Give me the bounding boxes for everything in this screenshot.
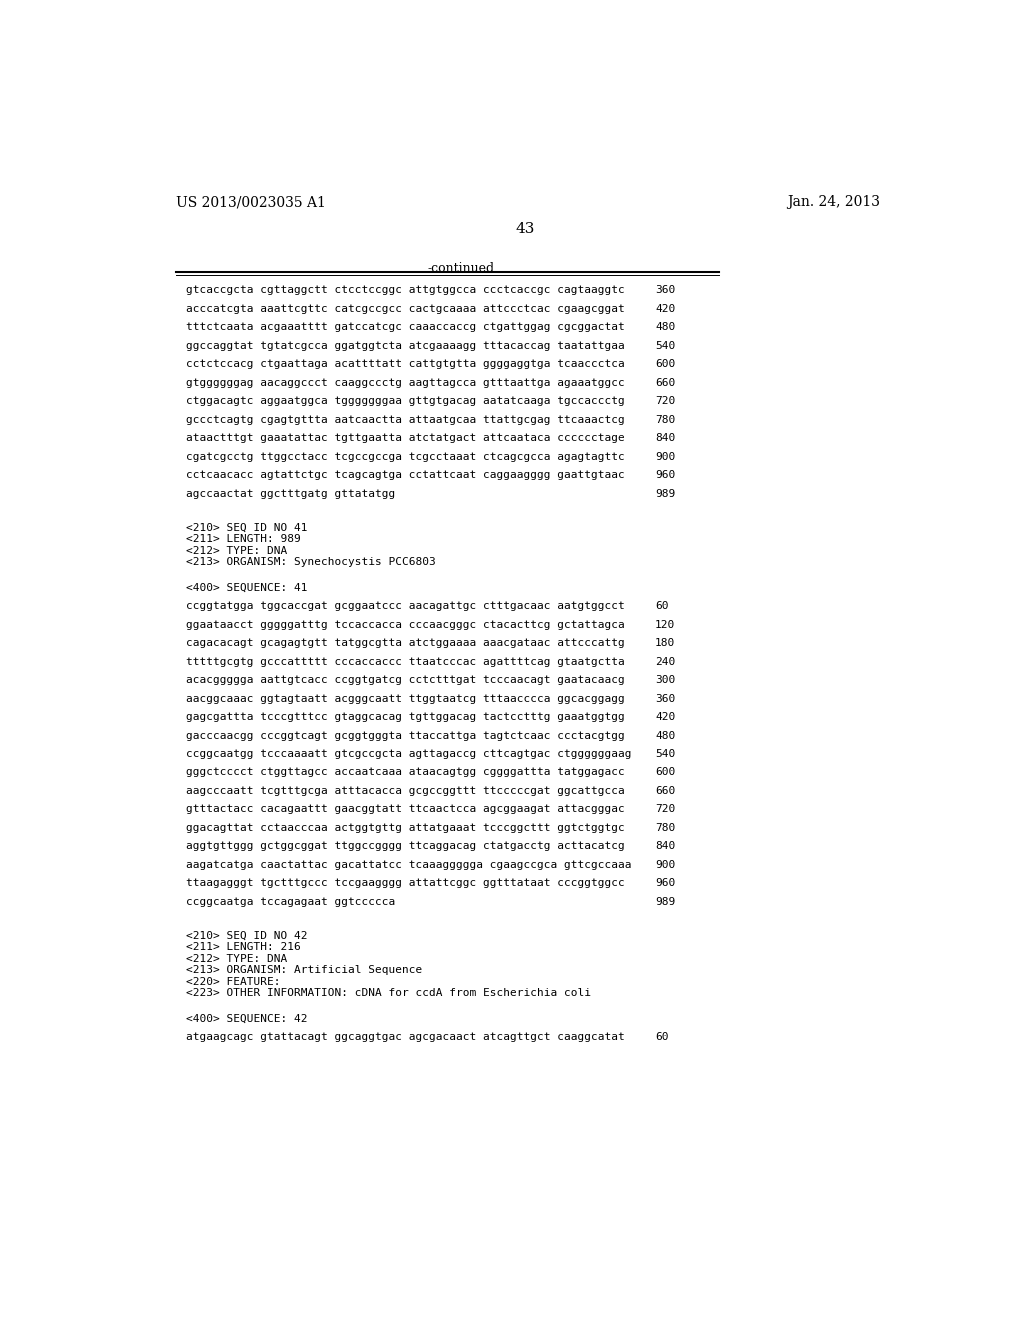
Text: 989: 989 [655, 896, 675, 907]
Text: aggtgttggg gctggcggat ttggccgggg ttcaggacag ctatgacctg acttacatcg: aggtgttggg gctggcggat ttggccgggg ttcagga… [186, 841, 625, 851]
Text: <210> SEQ ID NO 42: <210> SEQ ID NO 42 [186, 931, 307, 941]
Text: 780: 780 [655, 414, 675, 425]
Text: tttctcaata acgaaatttt gatccatcgc caaaccaccg ctgattggag cgcggactat: tttctcaata acgaaatttt gatccatcgc caaacca… [186, 322, 625, 333]
Text: gacccaacgg cccggtcagt gcggtgggta ttaccattga tagtctcaac ccctacgtgg: gacccaacgg cccggtcagt gcggtgggta ttaccat… [186, 730, 625, 741]
Text: 989: 989 [655, 488, 675, 499]
Text: <400> SEQUENCE: 41: <400> SEQUENCE: 41 [186, 582, 307, 593]
Text: cctctccacg ctgaattaga acattttatt cattgtgtta ggggaggtga tcaaccctca: cctctccacg ctgaattaga acattttatt cattgtg… [186, 359, 625, 370]
Text: 900: 900 [655, 451, 675, 462]
Text: ccggtatgga tggcaccgat gcggaatccc aacagattgc ctttgacaac aatgtggcct: ccggtatgga tggcaccgat gcggaatccc aacagat… [186, 601, 625, 611]
Text: 960: 960 [655, 878, 675, 888]
Text: 660: 660 [655, 785, 675, 796]
Text: <212> TYPE: DNA: <212> TYPE: DNA [186, 545, 288, 556]
Text: 840: 840 [655, 433, 675, 444]
Text: ccggcaatga tccagagaat ggtccccca: ccggcaatga tccagagaat ggtccccca [186, 896, 395, 907]
Text: aagatcatga caactattac gacattatcc tcaaaggggga cgaagccgca gttcgccaaa: aagatcatga caactattac gacattatcc tcaaagg… [186, 859, 632, 870]
Text: gccctcagtg cgagtgttta aatcaactta attaatgcaa ttattgcgag ttcaaactcg: gccctcagtg cgagtgttta aatcaactta attaatg… [186, 414, 625, 425]
Text: aagcccaatt tcgtttgcga atttacacca gcgccggttt ttcccccgat ggcattgcca: aagcccaatt tcgtttgcga atttacacca gcgccgg… [186, 785, 625, 796]
Text: <400> SEQUENCE: 42: <400> SEQUENCE: 42 [186, 1014, 307, 1024]
Text: Jan. 24, 2013: Jan. 24, 2013 [786, 195, 880, 210]
Text: ggccaggtat tgtatcgcca ggatggtcta atcgaaaagg tttacaccag taatattgaa: ggccaggtat tgtatcgcca ggatggtcta atcgaaa… [186, 341, 625, 351]
Text: <213> ORGANISM: Artificial Sequence: <213> ORGANISM: Artificial Sequence [186, 965, 422, 975]
Text: 540: 540 [655, 748, 675, 759]
Text: 900: 900 [655, 859, 675, 870]
Text: 60: 60 [655, 601, 669, 611]
Text: 840: 840 [655, 841, 675, 851]
Text: 180: 180 [655, 638, 675, 648]
Text: <220> FEATURE:: <220> FEATURE: [186, 977, 281, 987]
Text: 780: 780 [655, 822, 675, 833]
Text: 960: 960 [655, 470, 675, 480]
Text: ggaataacct gggggatttg tccaccacca cccaacgggc ctacacttcg gctattagca: ggaataacct gggggatttg tccaccacca cccaacg… [186, 619, 625, 630]
Text: 600: 600 [655, 359, 675, 370]
Text: 600: 600 [655, 767, 675, 777]
Text: US 2013/0023035 A1: US 2013/0023035 A1 [176, 195, 326, 210]
Text: agccaactat ggctttgatg gttatatgg: agccaactat ggctttgatg gttatatgg [186, 488, 395, 499]
Text: ttaagagggt tgctttgccc tccgaagggg attattcggc ggtttataat cccggtggcc: ttaagagggt tgctttgccc tccgaagggg attattc… [186, 878, 625, 888]
Text: acccatcgta aaattcgttc catcgccgcc cactgcaaaa attccctcac cgaagcggat: acccatcgta aaattcgttc catcgccgcc cactgca… [186, 304, 625, 314]
Text: 480: 480 [655, 730, 675, 741]
Text: gtcaccgcta cgttaggctt ctcctccggc attgtggcca ccctcaccgc cagtaaggtc: gtcaccgcta cgttaggctt ctcctccggc attgtgg… [186, 285, 625, 296]
Text: gggctcccct ctggttagcc accaatcaaa ataacagtgg cggggattta tatggagacc: gggctcccct ctggttagcc accaatcaaa ataacag… [186, 767, 625, 777]
Text: 60: 60 [655, 1032, 669, 1043]
Text: 120: 120 [655, 619, 675, 630]
Text: 420: 420 [655, 711, 675, 722]
Text: ataactttgt gaaatattac tgttgaatta atctatgact attcaataca cccccctage: ataactttgt gaaatattac tgttgaatta atctatg… [186, 433, 625, 444]
Text: cgatcgcctg ttggcctacc tcgccgccga tcgcctaaat ctcagcgcca agagtagttc: cgatcgcctg ttggcctacc tcgccgccga tcgccta… [186, 451, 625, 462]
Text: gtttactacc cacagaattt gaacggtatt ttcaactcca agcggaagat attacgggac: gtttactacc cacagaattt gaacggtatt ttcaact… [186, 804, 625, 814]
Text: cagacacagt gcagagtgtt tatggcgtta atctggaaaa aaacgataac attcccattg: cagacacagt gcagagtgtt tatggcgtta atctgga… [186, 638, 625, 648]
Text: tttttgcgtg gcccattttt cccaccaccc ttaatcccac agattttcag gtaatgctta: tttttgcgtg gcccattttt cccaccaccc ttaatcc… [186, 656, 625, 667]
Text: <211> LENGTH: 216: <211> LENGTH: 216 [186, 942, 301, 952]
Text: 43: 43 [515, 222, 535, 235]
Text: atgaagcagc gtattacagt ggcaggtgac agcgacaact atcagttgct caaggcatat: atgaagcagc gtattacagt ggcaggtgac agcgaca… [186, 1032, 625, 1043]
Text: <223> OTHER INFORMATION: cDNA for ccdA from Escherichia coli: <223> OTHER INFORMATION: cDNA for ccdA f… [186, 989, 591, 998]
Text: acacggggga aattgtcacc ccggtgatcg cctctttgat tcccaacagt gaatacaacg: acacggggga aattgtcacc ccggtgatcg cctcttt… [186, 675, 625, 685]
Text: 660: 660 [655, 378, 675, 388]
Text: -continued: -continued [428, 263, 495, 276]
Text: 240: 240 [655, 656, 675, 667]
Text: 300: 300 [655, 675, 675, 685]
Text: <213> ORGANISM: Synechocystis PCC6803: <213> ORGANISM: Synechocystis PCC6803 [186, 557, 436, 568]
Text: ggacagttat cctaacccaa actggtgttg attatgaaat tcccggcttt ggtctggtgc: ggacagttat cctaacccaa actggtgttg attatga… [186, 822, 625, 833]
Text: aacggcaaac ggtagtaatt acgggcaatt ttggtaatcg tttaacccca ggcacggagg: aacggcaaac ggtagtaatt acgggcaatt ttggtaa… [186, 693, 625, 704]
Text: 360: 360 [655, 693, 675, 704]
Text: <211> LENGTH: 989: <211> LENGTH: 989 [186, 535, 301, 544]
Text: 360: 360 [655, 285, 675, 296]
Text: 420: 420 [655, 304, 675, 314]
Text: ctggacagtc aggaatggca tgggggggaa gttgtgacag aatatcaaga tgccaccctg: ctggacagtc aggaatggca tgggggggaa gttgtga… [186, 396, 625, 407]
Text: 540: 540 [655, 341, 675, 351]
Text: gtggggggag aacaggccct caaggccctg aagttagcca gtttaattga agaaatggcc: gtggggggag aacaggccct caaggccctg aagttag… [186, 378, 625, 388]
Text: 720: 720 [655, 396, 675, 407]
Text: <210> SEQ ID NO 41: <210> SEQ ID NO 41 [186, 523, 307, 532]
Text: ccggcaatgg tcccaaaatt gtcgccgcta agttagaccg cttcagtgac ctggggggaag: ccggcaatgg tcccaaaatt gtcgccgcta agttaga… [186, 748, 632, 759]
Text: gagcgattta tcccgtttcc gtaggcacag tgttggacag tactcctttg gaaatggtgg: gagcgattta tcccgtttcc gtaggcacag tgttgga… [186, 711, 625, 722]
Text: 720: 720 [655, 804, 675, 814]
Text: cctcaacacc agtattctgc tcagcagtga cctattcaat caggaagggg gaattgtaac: cctcaacacc agtattctgc tcagcagtga cctattc… [186, 470, 625, 480]
Text: <212> TYPE: DNA: <212> TYPE: DNA [186, 954, 288, 964]
Text: 480: 480 [655, 322, 675, 333]
